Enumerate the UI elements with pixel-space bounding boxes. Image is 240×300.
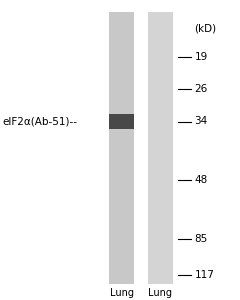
Text: 26: 26 — [194, 83, 208, 94]
Text: (kD): (kD) — [194, 23, 216, 34]
Text: Lung: Lung — [110, 287, 134, 298]
Text: 48: 48 — [194, 175, 208, 185]
Text: 19: 19 — [194, 52, 208, 62]
Text: eIF2α(Ab-51)--: eIF2α(Ab-51)-- — [2, 116, 77, 127]
Text: 117: 117 — [194, 269, 214, 280]
Bar — [109, 12, 134, 284]
Text: 34: 34 — [194, 116, 208, 127]
Bar — [109, 114, 134, 129]
Text: Lung: Lung — [148, 287, 172, 298]
Bar — [148, 12, 173, 284]
Text: 85: 85 — [194, 233, 208, 244]
